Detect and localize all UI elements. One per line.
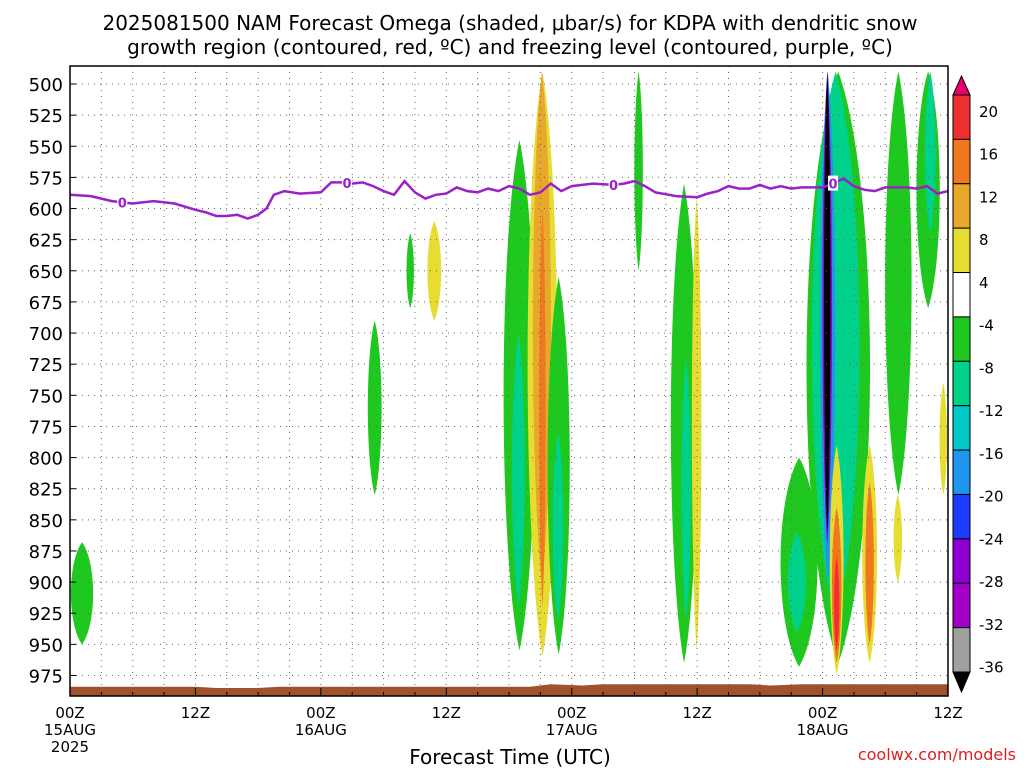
colorbar-label: -4 xyxy=(979,317,994,335)
colorbar-segment xyxy=(952,449,971,495)
colorbar-label: -32 xyxy=(979,616,1004,634)
x-tick-label: 00Z xyxy=(306,704,335,722)
contour-label-bg xyxy=(608,176,619,192)
omega-shaded-region xyxy=(634,71,643,271)
colorbar-label: 4 xyxy=(979,274,989,292)
x-tick-year-label: 2025 xyxy=(51,738,89,756)
colorbar-label: -12 xyxy=(979,402,1004,420)
y-tick-label: 875 xyxy=(29,542,63,563)
omega-shaded-region xyxy=(539,208,546,608)
omega-shaded-region xyxy=(834,557,840,651)
plot-area: 0 0 0 0 xyxy=(69,65,949,697)
colorbar-label: -24 xyxy=(979,530,1004,548)
colorbar-segment xyxy=(952,138,971,185)
omega-shaded-region xyxy=(865,482,874,645)
omega-shaded-region xyxy=(427,220,442,321)
colorbar-bottom-arrow xyxy=(952,671,971,694)
x-tick-date-label: 18AUG xyxy=(797,721,849,739)
y-tick-label: 525 xyxy=(29,106,63,127)
colorbar-label: 20 xyxy=(979,103,998,121)
contour-label-bg xyxy=(341,174,352,190)
colorbar-label: -16 xyxy=(979,445,1004,463)
x-axis-title: Forecast Time (UTC) xyxy=(409,745,611,768)
y-tick-label: 775 xyxy=(29,417,63,438)
chart-title-line1: 2025081500 NAM Forecast Omega (shaded, μ… xyxy=(102,11,917,35)
x-tick-label: 12Z xyxy=(682,704,711,722)
omega-shaded-region xyxy=(367,320,382,495)
omega-shaded-region xyxy=(939,382,948,495)
omega-shaded-region xyxy=(512,333,525,608)
y-axis-labels: 500 525 550 575 600 625 650 675 700 725 750 775 800 8… xyxy=(29,75,76,688)
y-tick-label: 500 xyxy=(29,75,63,96)
omega-shaded-region xyxy=(893,494,903,583)
colorbar: 20 16 12 8 4 -4 -8 -12 -16 -20 -24 -28 -32 -36 xyxy=(952,74,1004,694)
y-tick-label: 600 xyxy=(29,200,63,221)
colorbar-segment xyxy=(952,493,971,540)
colorbar-segment xyxy=(952,94,971,140)
x-tick-label: 00Z xyxy=(55,704,84,722)
omega-shaded-region xyxy=(406,233,414,309)
y-tick-label: 825 xyxy=(29,480,63,501)
x-tick-date-label: 17AUG xyxy=(546,721,598,739)
freezing-level-line xyxy=(70,177,948,220)
y-tick-label: 975 xyxy=(29,667,63,688)
y-tick-label: 950 xyxy=(29,635,63,656)
y-tick-label: 750 xyxy=(29,386,63,407)
omega-shaded-region xyxy=(885,71,912,495)
chart-title-line2: growth region (contoured, red, ºC) and f… xyxy=(127,35,893,59)
y-tick-label: 700 xyxy=(29,324,63,345)
credit-text: coolwx.com/models xyxy=(858,745,1016,764)
omega-shaded-region xyxy=(924,71,936,234)
colorbar-label: -28 xyxy=(979,573,1004,591)
colorbar-segment xyxy=(952,183,971,229)
x-tick-label: 12Z xyxy=(933,704,962,722)
y-tick-label: 800 xyxy=(29,449,63,470)
freezing-level-contour-label: 0 xyxy=(829,178,838,193)
omega-shaded-region xyxy=(552,432,564,620)
colorbar-label: -8 xyxy=(979,359,994,377)
colorbar-segment xyxy=(952,316,971,362)
colorbar-segment xyxy=(952,227,971,274)
colorbar-segment xyxy=(952,272,971,318)
colorbar-segment xyxy=(952,538,971,584)
freezing-level-contour-label: 0 xyxy=(609,179,618,194)
colorbar-segment xyxy=(952,582,971,629)
freezing-level-contour-label: 0 xyxy=(118,196,127,211)
y-tick-label: 850 xyxy=(29,511,63,532)
y-tick-label: 575 xyxy=(29,168,63,189)
x-tick-date-label: 16AUG xyxy=(295,721,347,739)
omega-shaded-region xyxy=(691,196,702,651)
x-tick-date-label: 15AUG xyxy=(44,721,96,739)
omega-shaded-region xyxy=(70,542,94,645)
x-tick-label: 00Z xyxy=(808,704,837,722)
colorbar-label: 16 xyxy=(979,146,998,164)
y-tick-label: 675 xyxy=(29,293,63,314)
y-tick-label: 650 xyxy=(29,262,63,283)
colorbar-top-arrow xyxy=(952,74,971,96)
colorbar-segment xyxy=(952,627,971,673)
x-tick-label: 12Z xyxy=(432,704,461,722)
x-tick-label: 00Z xyxy=(557,704,586,722)
colorbar-label: -36 xyxy=(979,659,1004,677)
colorbar-label: 8 xyxy=(979,231,989,249)
colorbar-segment xyxy=(952,405,971,451)
y-tick-label: 725 xyxy=(29,355,63,376)
colorbar-label: 12 xyxy=(979,189,998,207)
omega-shaded-region xyxy=(681,357,691,620)
colorbar-label: -20 xyxy=(979,488,1004,506)
contour-label-bg xyxy=(828,175,839,191)
y-tick-label: 625 xyxy=(29,231,63,252)
y-tick-label: 900 xyxy=(29,573,63,594)
x-tick-label: 12Z xyxy=(181,704,210,722)
y-tick-label: 925 xyxy=(29,604,63,625)
colorbar-segment xyxy=(952,360,971,407)
contour-label-bg xyxy=(117,194,128,210)
y-tick-label: 550 xyxy=(29,137,63,158)
freezing-level-contour-label: 0 xyxy=(342,177,351,192)
